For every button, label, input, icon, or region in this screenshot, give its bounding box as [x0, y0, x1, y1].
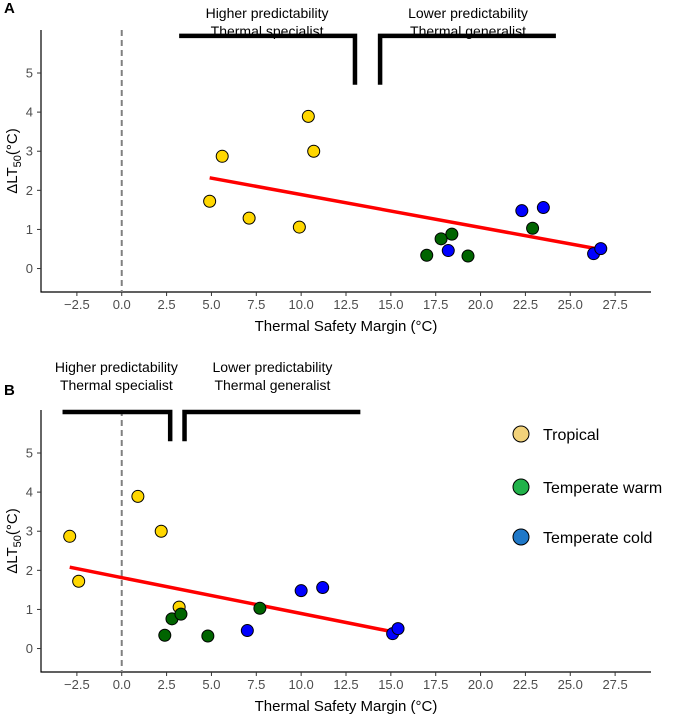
data-point: [203, 194, 217, 208]
x-tick-label: −2.5: [64, 677, 90, 692]
x-tick-label: 27.5: [602, 297, 627, 312]
x-tick-label: 20.0: [468, 297, 493, 312]
data-point: [131, 489, 145, 503]
bracket-label: Higher predictability: [206, 5, 329, 21]
data-point: [242, 211, 256, 225]
x-tick-label: 2.5: [158, 297, 176, 312]
data-point: [420, 248, 434, 262]
x-tick-label: 0.0: [113, 297, 131, 312]
panel-a: A −2.5 0.0 2.5 5.0 7.5 10.0 12.5 15.0 17.5 20.0 22.…: [4, 0, 651, 335]
x-axis-title: Thermal Safety Margin (°C): [255, 318, 438, 335]
x-tick-label: −2.5: [64, 297, 90, 312]
y-tick-label: 2: [26, 563, 33, 578]
predictability-bracket: [182, 409, 361, 442]
y-tick-label: 1: [26, 602, 33, 617]
x-tick-label: 12.5: [333, 297, 358, 312]
data-point: [253, 601, 267, 615]
legend: Tropical Temperate warm Temperate cold: [512, 425, 662, 547]
x-axis-title: Thermal Safety Margin (°C): [255, 698, 438, 715]
data-point: [158, 628, 172, 642]
y-axis-title: ΔLT50(°C): [4, 508, 24, 574]
regression-line: [69, 565, 397, 635]
x-tick-label: 20.0: [468, 677, 493, 692]
data-point: [72, 574, 86, 588]
y-axis-title: ΔLT50(°C): [4, 128, 24, 194]
data-point: [461, 249, 475, 263]
data-point: [307, 144, 321, 158]
bracket-label: Thermal generalist: [214, 377, 330, 393]
data-point: [536, 201, 550, 215]
data-point: [294, 584, 308, 598]
data-point: [515, 204, 529, 218]
legend-marker: [512, 478, 530, 496]
x-tick-label: 7.5: [247, 297, 265, 312]
data-point: [526, 221, 540, 235]
data-point: [594, 242, 608, 256]
legend-marker: [512, 425, 530, 443]
y-tick-label: 3: [26, 144, 33, 159]
x-tick-label: 12.5: [333, 677, 358, 692]
x-tick-label: 15.0: [378, 677, 403, 692]
x-tick-label: 17.5: [423, 677, 448, 692]
bracket-label: Lower predictability: [213, 359, 333, 375]
bracket-label: Higher predictability: [55, 359, 178, 375]
data-point: [154, 524, 168, 538]
y-tick-label: 1: [26, 222, 33, 237]
x-tick-label: 22.5: [513, 297, 538, 312]
regression-line: [209, 176, 605, 252]
x-tick-label: 25.0: [558, 677, 583, 692]
x-tick-label: 5.0: [202, 677, 220, 692]
x-tick-label: 7.5: [247, 677, 265, 692]
y-tick-label: 0: [26, 641, 33, 656]
bracket-label: Thermal specialist: [60, 377, 173, 393]
y-tick-label: 5: [26, 66, 33, 81]
predictability-bracket: [179, 33, 358, 85]
x-tick-label: 22.5: [513, 677, 538, 692]
data-point: [434, 232, 448, 246]
y-tick-label: 4: [26, 105, 33, 120]
x-tick-label: 15.0: [378, 297, 403, 312]
data-point: [63, 529, 77, 543]
legend-label: Temperate cold: [543, 530, 652, 547]
legend-label: Tropical: [543, 427, 599, 444]
x-tick-label: 10.0: [288, 297, 313, 312]
y-tick-label: 2: [26, 183, 33, 198]
x-tick-label: 10.0: [288, 677, 313, 692]
x-tick-label: 0.0: [113, 677, 131, 692]
y-tick-label: 3: [26, 524, 33, 539]
bracket-label: Lower predictability: [408, 5, 528, 21]
panel-b: B −2.5 0.0 2.5 5.0 7.5 10.0 12.5 15.0 17.5 20.0 22.…: [4, 359, 651, 715]
data-point: [391, 622, 405, 636]
y-tick-label: 5: [26, 446, 33, 461]
data-point: [445, 227, 459, 241]
x-tick-label: 25.0: [558, 297, 583, 312]
data-point: [292, 220, 306, 234]
data-point: [301, 109, 315, 123]
x-tick-label: 27.5: [602, 677, 627, 692]
data-point: [215, 149, 229, 163]
panel-tag: B: [4, 382, 15, 399]
predictability-bracket: [62, 409, 173, 442]
bracket-label: Thermal specialist: [211, 23, 324, 39]
legend-marker: [512, 528, 530, 546]
data-point: [240, 624, 254, 638]
legend-label: Temperate warm: [543, 480, 662, 497]
data-point: [441, 244, 455, 258]
predictability-bracket: [377, 33, 556, 85]
x-tick-label: 17.5: [423, 297, 448, 312]
bracket-label: Thermal generalist: [410, 23, 526, 39]
y-tick-label: 4: [26, 485, 33, 500]
data-point: [201, 629, 215, 643]
x-tick-label: 2.5: [158, 677, 176, 692]
data-point: [316, 581, 330, 595]
y-tick-label: 0: [26, 261, 33, 276]
x-tick-label: 5.0: [202, 297, 220, 312]
panel-tag: A: [4, 0, 15, 17]
data-point: [174, 607, 188, 621]
